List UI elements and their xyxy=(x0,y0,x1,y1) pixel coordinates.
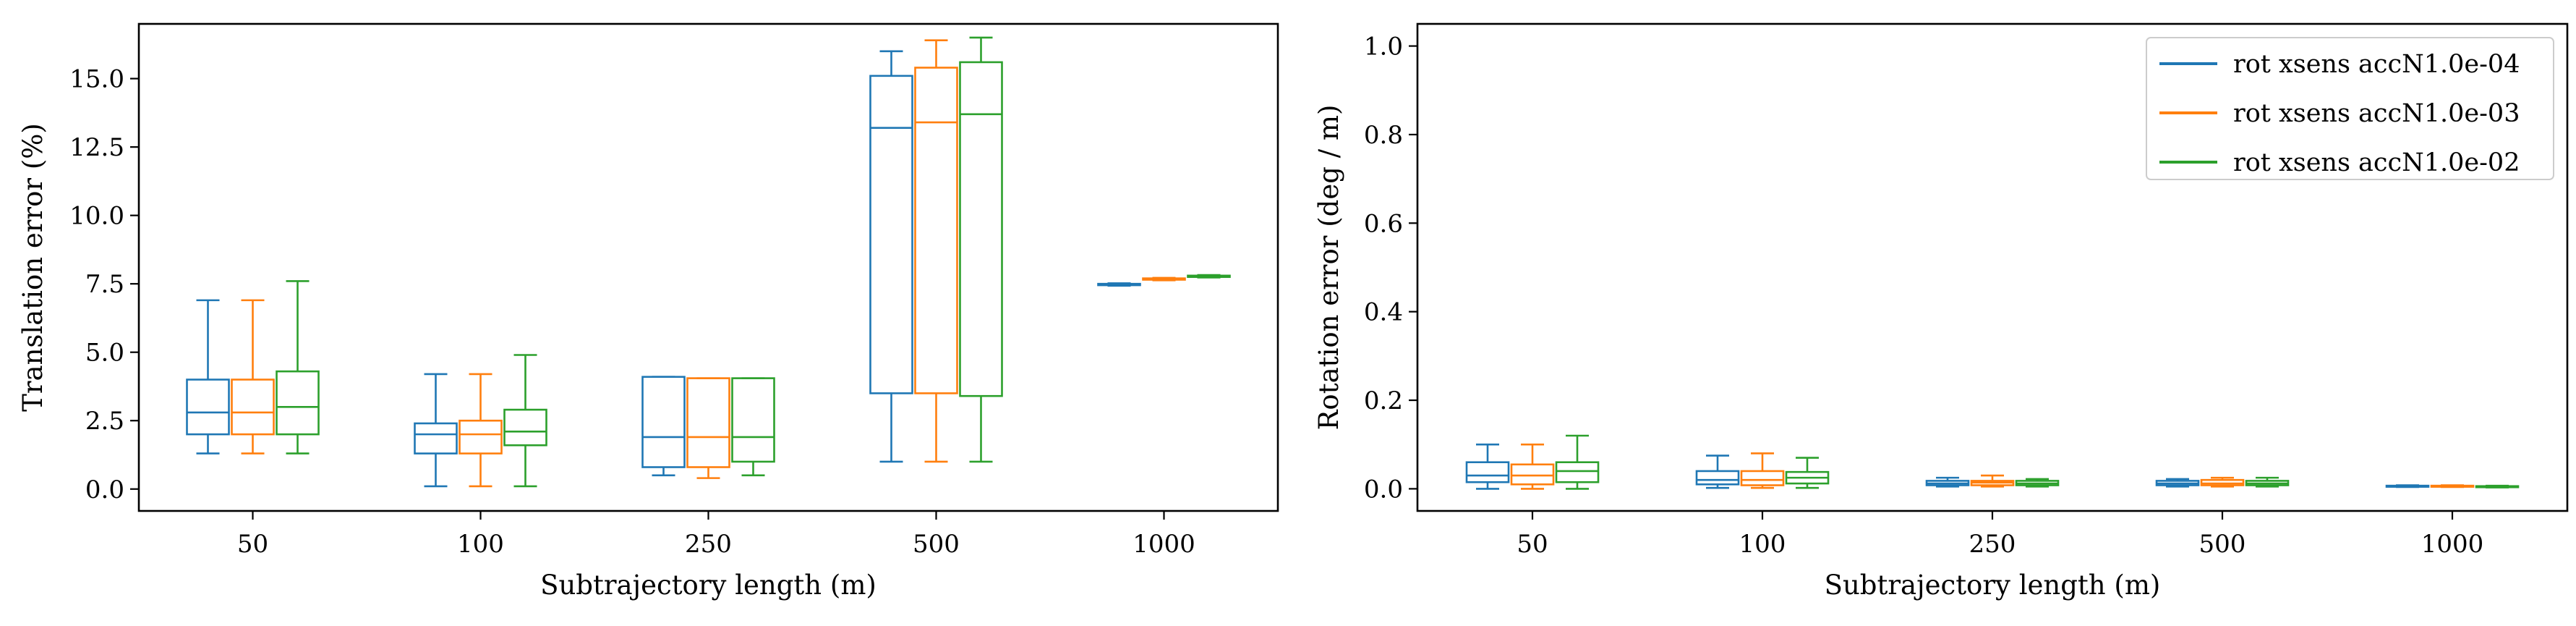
box-iqr xyxy=(641,376,686,468)
x-tick-label: 50 xyxy=(1517,530,1548,559)
box-250-series-1 xyxy=(686,377,730,479)
legend-frame xyxy=(2146,37,2554,180)
x-tick-label: 1000 xyxy=(2421,530,2484,559)
box-100-series-0 xyxy=(1695,454,1740,489)
y-tick-label: 1.0 xyxy=(1364,33,1403,62)
box-1000-series-0 xyxy=(2385,484,2430,488)
box-500-series-0 xyxy=(869,50,913,463)
box-100-series-1 xyxy=(1740,452,1785,489)
translation-error-panel: 0.0 2.5 5.0 7.5 10.0 12.5 15.0 50 100 250 500 1000 S… xyxy=(17,22,1279,601)
box-1000-series-1 xyxy=(1142,276,1186,282)
box-iqr xyxy=(1555,461,1600,483)
y-tick-label: 0.0 xyxy=(85,475,124,504)
box-1000-series-1 xyxy=(2430,484,2475,488)
x-tick-label: 1000 xyxy=(1133,530,1195,559)
box-iqr xyxy=(1740,470,1785,486)
box-500-series-2 xyxy=(2245,476,2290,488)
box-50-series-2 xyxy=(276,280,320,454)
box-250-series-2 xyxy=(2015,478,2060,488)
box-iqr xyxy=(503,408,547,447)
box-500-series-2 xyxy=(959,36,1003,463)
box-50-series-0 xyxy=(1465,443,1510,490)
y-axis-label: Rotation error (deg / m) xyxy=(1313,105,1344,431)
y-tick-label: 2.5 xyxy=(85,407,124,436)
box-iqr xyxy=(231,378,275,436)
x-tick-label: 500 xyxy=(2199,530,2246,559)
box-100-series-2 xyxy=(503,354,547,488)
x-tick-label: 50 xyxy=(237,530,268,559)
box-50-series-1 xyxy=(231,299,275,454)
box-500-series-1 xyxy=(2200,476,2245,488)
box-iqr xyxy=(1510,463,1555,486)
legend-label: rot xsens accN1.0e-03 xyxy=(2233,99,2520,128)
box-100-series-2 xyxy=(1785,457,1830,489)
legend-label: rot xsens accN1.0e-02 xyxy=(2233,148,2520,177)
y-tick-label: 0.6 xyxy=(1364,209,1403,238)
box-500-series-0 xyxy=(2155,478,2200,488)
box-250-series-1 xyxy=(1970,474,2015,488)
y-tick-label: 10.0 xyxy=(69,202,124,231)
box-iqr xyxy=(1695,470,1740,486)
y-tick-label: 7.5 xyxy=(85,270,124,299)
box-100-series-0 xyxy=(414,373,458,488)
box-250-series-0 xyxy=(641,376,686,477)
box-iqr xyxy=(1465,461,1510,483)
x-tick-label: 100 xyxy=(1739,530,1786,559)
box-50-series-1 xyxy=(1510,443,1555,490)
box-100-series-1 xyxy=(459,373,503,488)
x-tick-label: 250 xyxy=(685,530,732,559)
box-50-series-2 xyxy=(1555,434,1600,490)
box-iqr xyxy=(914,67,958,394)
x-tick-label: 500 xyxy=(913,530,960,559)
box-500-series-1 xyxy=(914,39,958,463)
x-axis-label: Subtrajectory length (m) xyxy=(1825,570,2161,601)
y-tick-label: 0.0 xyxy=(1364,475,1403,504)
x-axis-label: Subtrajectory length (m) xyxy=(540,570,877,601)
box-250-series-2 xyxy=(731,377,775,477)
box-iqr xyxy=(959,61,1003,397)
legend: rot xsens accN1.0e-04 rot xsens accN1.0e-… xyxy=(2146,37,2554,180)
box-iqr xyxy=(186,378,230,436)
x-tick-label: 250 xyxy=(1969,530,2016,559)
box-1000-series-2 xyxy=(1187,274,1231,279)
box-50-series-0 xyxy=(186,299,230,454)
y-tick-label: 0.2 xyxy=(1364,386,1403,415)
box-1000-series-2 xyxy=(2475,484,2520,488)
box-iqr xyxy=(276,370,320,436)
box-iqr xyxy=(869,75,913,394)
y-tick-label: 15.0 xyxy=(69,65,124,94)
box-iqr xyxy=(731,377,775,463)
y-tick-label: 12.5 xyxy=(69,133,124,162)
y-axis-label: Translation error (%) xyxy=(17,123,48,412)
y-tick-label: 0.8 xyxy=(1364,121,1403,150)
legend-label: rot xsens accN1.0e-04 xyxy=(2233,50,2520,79)
box-iqr xyxy=(459,419,503,454)
box-1000-series-0 xyxy=(1097,282,1141,287)
box-iqr xyxy=(686,377,730,468)
rotation-error-panel: 0.0 0.2 0.4 0.6 0.8 1.0 50 100 250 500 1000 Subtraj… xyxy=(1313,22,2569,601)
box-iqr xyxy=(414,422,458,454)
box-250-series-0 xyxy=(1925,476,1970,488)
y-tick-label: 0.4 xyxy=(1364,298,1403,327)
x-tick-label: 100 xyxy=(457,530,504,559)
y-tick-label: 5.0 xyxy=(85,339,124,368)
